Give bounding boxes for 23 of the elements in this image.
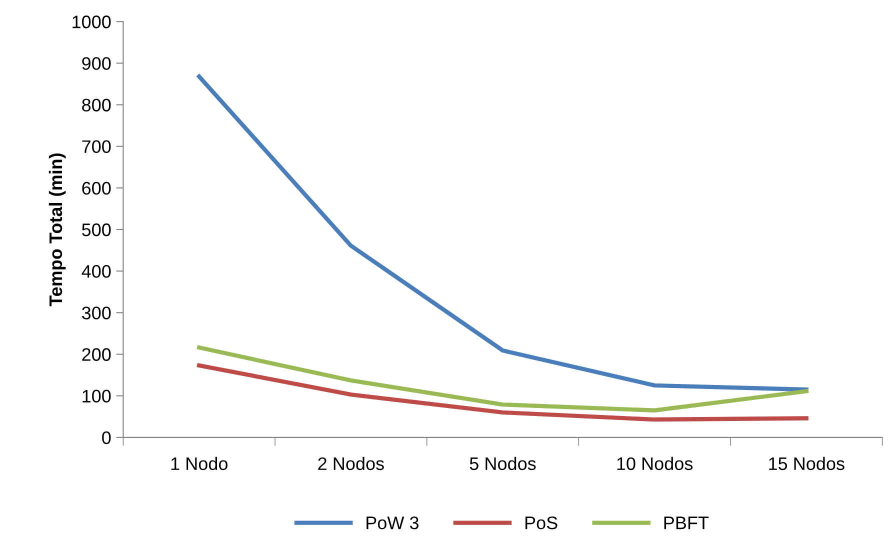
y-tick-label: 200 xyxy=(82,348,111,361)
y-tick-label: 700 xyxy=(82,140,111,154)
y-tick-label: 300 xyxy=(82,306,111,320)
y-axis-title: Tempo Total (min) xyxy=(48,153,66,306)
y-tick-label: 600 xyxy=(82,182,111,195)
line-series xyxy=(197,346,808,412)
y-tick-label: 900 xyxy=(82,57,111,70)
y-tick-label: 500 xyxy=(82,223,111,236)
y-tick-label: 100 xyxy=(82,390,111,403)
y-tick-label: 400 xyxy=(82,265,111,278)
legend-label: PoS xyxy=(526,516,558,530)
y-tick-label: 1000 xyxy=(72,16,111,28)
y-tick-label: 800 xyxy=(82,98,111,112)
x-tick-label: 15 Nodos xyxy=(769,456,844,470)
y-tick-label: 0 xyxy=(102,431,111,444)
x-tick-label: 5 Nodos xyxy=(470,456,536,470)
line-series xyxy=(197,363,808,422)
x-tick-label: 10 Nodos xyxy=(617,456,693,470)
legend-label: PBFT xyxy=(664,516,709,530)
x-tick-label: 1 Nodo xyxy=(171,456,228,470)
x-tick-label: 2 Nodos xyxy=(318,456,384,470)
legend-label: PoW 3 xyxy=(366,516,419,530)
line-series xyxy=(197,74,808,392)
